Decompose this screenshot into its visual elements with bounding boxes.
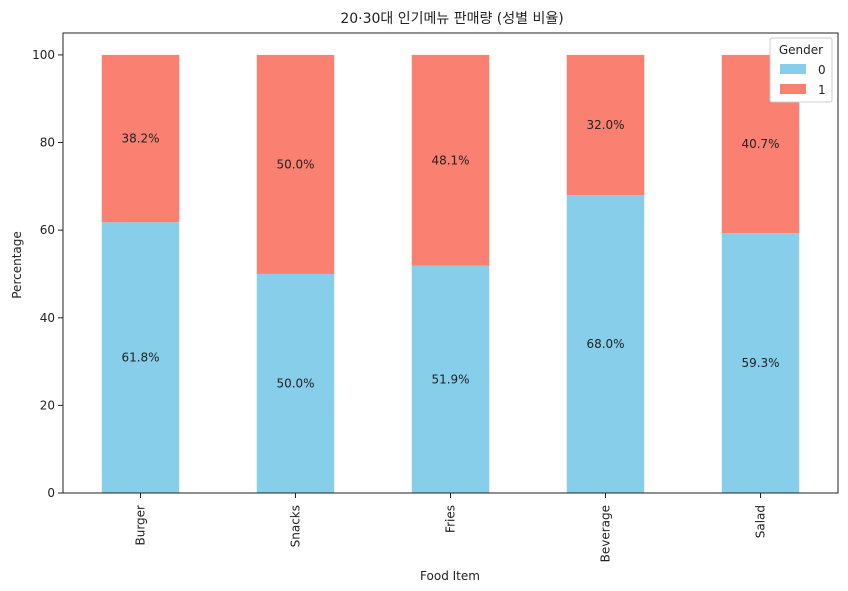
bar-beverage-series-0 (566, 195, 645, 493)
x-tick-label: Burger (134, 505, 148, 546)
bar-beverage-series-1 (566, 54, 645, 196)
y-tick-label: 80 (40, 136, 55, 150)
axes-layer: Burger Snacks Fries Beverage Salad 0 20 40 60 80 1… (32, 32, 839, 562)
legend: Gender 0 1 (769, 37, 833, 103)
data-label-beverage-series-0: 68.0% (586, 337, 624, 351)
x-tick-label: Fries (444, 505, 458, 533)
data-label-salad-series-0: 59.3% (741, 356, 779, 370)
legend-swatch-0 (780, 64, 806, 74)
bars-layer (101, 54, 800, 493)
data-label-salad-series-1: 40.7% (741, 137, 779, 151)
x-tick-label: Beverage (599, 505, 613, 562)
x-tick-label: Salad (754, 505, 768, 538)
bar-salad-series-0 (721, 233, 800, 493)
bar-burger-series-1 (101, 54, 180, 223)
data-label-snacks-series-1: 50.0% (276, 157, 314, 171)
chart-title: 20·30대 인기메뉴 판매량 (성별 비율) (340, 11, 563, 27)
data-label-fries-series-1: 48.1% (431, 153, 469, 167)
bar-snacks-series-0 (256, 273, 335, 493)
legend-swatch-1 (780, 84, 806, 94)
x-axis-label: Food Item (420, 569, 480, 583)
plot-frame (62, 32, 839, 494)
y-tick-label: 40 (40, 311, 55, 325)
y-tick-label: 20 (40, 398, 55, 412)
y-tick-label: 100 (32, 48, 55, 62)
y-axis-label: Percentage (10, 231, 24, 299)
data-labels-layer: 61.8% 38.2% 50.0% 50.0% 51.9% 48.1% 68.0% 32.0%… (121, 118, 779, 390)
data-label-snacks-series-0: 50.0% (276, 376, 314, 390)
data-label-fries-series-0: 51.9% (431, 372, 469, 386)
data-label-burger-series-1: 38.2% (121, 132, 159, 146)
bar-fries-series-0 (411, 265, 490, 493)
data-label-beverage-series-1: 32.0% (586, 118, 624, 132)
data-label-burger-series-0: 61.8% (121, 351, 159, 365)
y-tick-label: 60 (40, 223, 55, 237)
bar-burger-series-0 (101, 222, 180, 493)
bar-fries-series-1 (411, 54, 490, 266)
legend-label-1: 1 (818, 83, 826, 97)
legend-title: Gender (779, 43, 823, 57)
bar-snacks-series-1 (256, 54, 335, 274)
x-tick-label: Snacks (289, 505, 303, 547)
legend-label-0: 0 (818, 63, 826, 77)
y-tick-label: 0 (47, 486, 55, 500)
